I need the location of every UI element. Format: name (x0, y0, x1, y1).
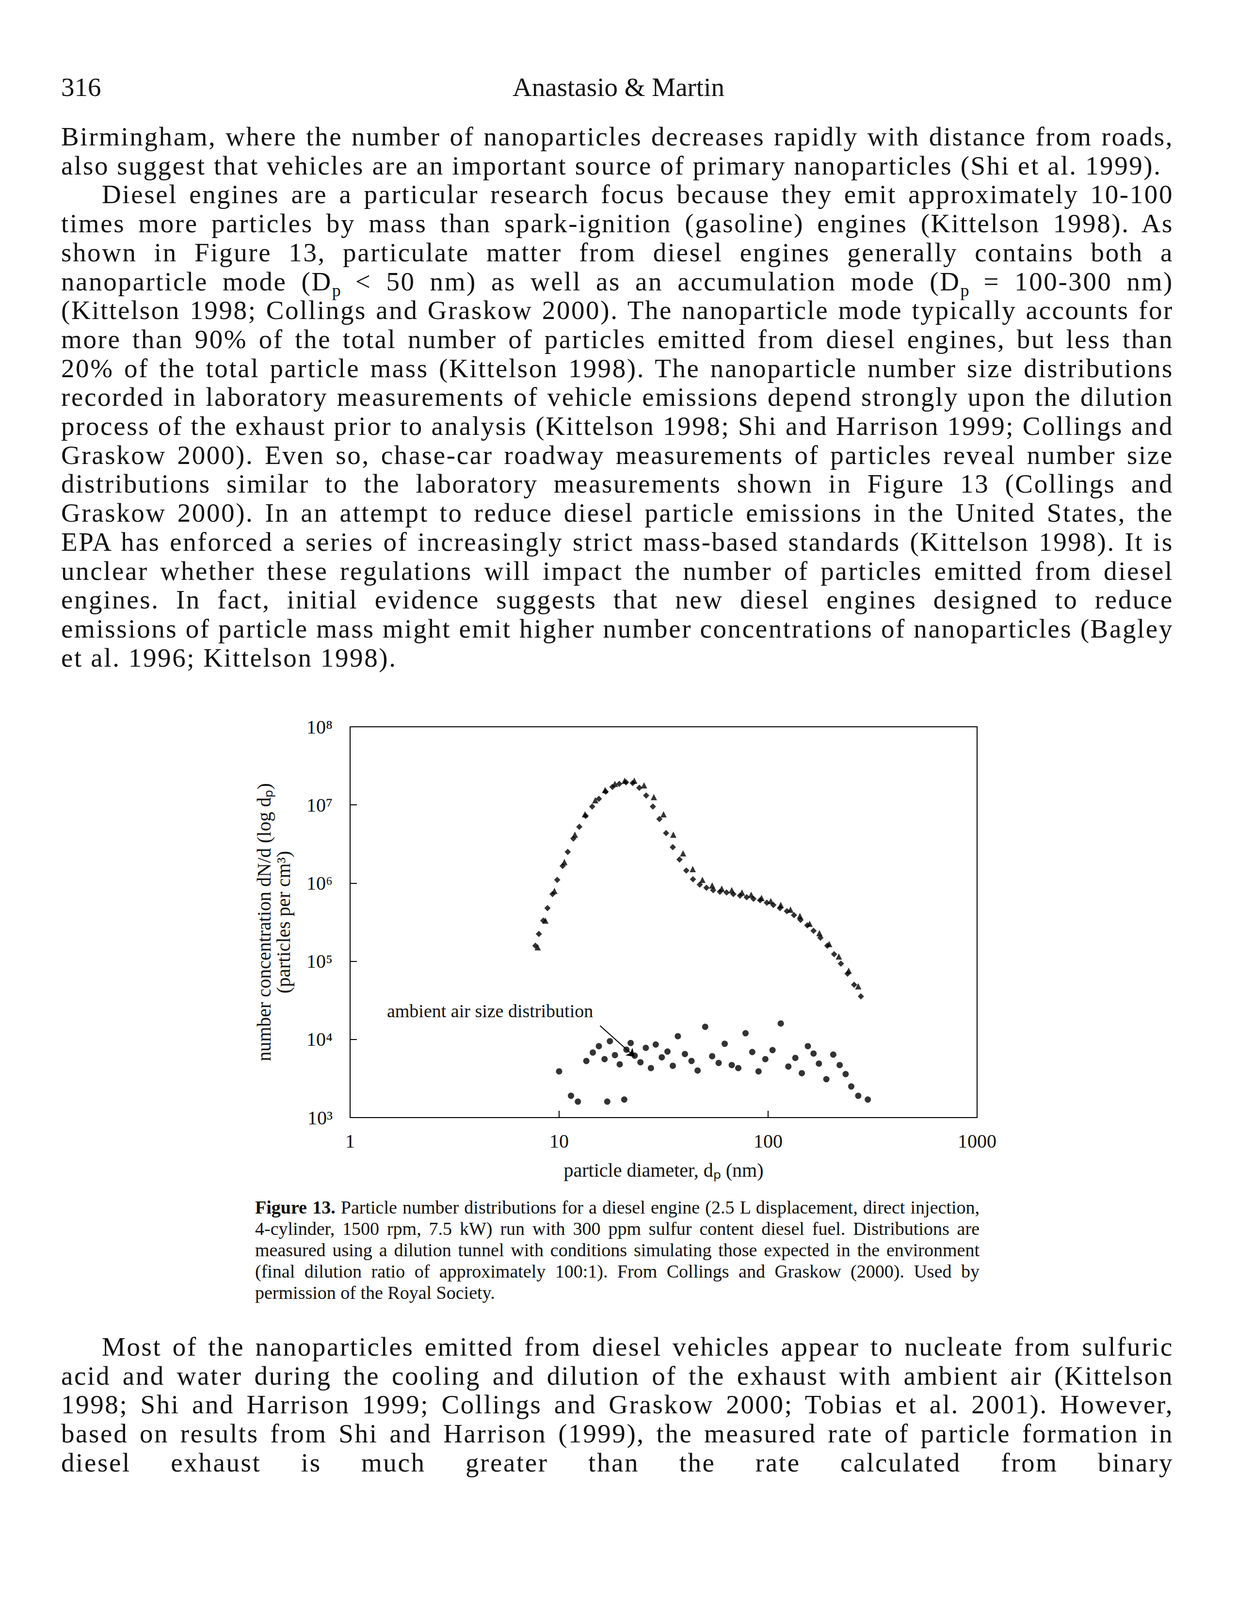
svg-text:10⁷: 10⁷ (306, 794, 333, 817)
svg-text:100: 100 (753, 1130, 783, 1153)
html-text:Most of the nanoparticles emit: Most of the nanoparticles emitted from d… (61, 1332, 1174, 1478)
svg-text:1: 1 (345, 1130, 355, 1153)
svg-text:10⁶: 10⁶ (306, 872, 333, 895)
html-text:316: 316 (61, 72, 102, 102)
html-text:Birmingham, where the number o: Birmingham, where the number of nanopart… (61, 121, 1174, 181)
svg-text:10³: 10³ (307, 1107, 333, 1129)
html-text:Anastasio & Martin: Anastasio & Martin (512, 72, 725, 102)
svg-text:(particles per cm³): (particles per cm³) (272, 851, 295, 994)
svg-text:number concentration dN/d (log: number concentration dN/d (log dₚ) (252, 783, 275, 1062)
svg-text:10⁵: 10⁵ (306, 950, 333, 973)
svg-text:particle diameter, dₚ (nm): particle diameter, dₚ (nm) (563, 1159, 764, 1182)
svg-text:10⁴: 10⁴ (306, 1028, 333, 1051)
html-text:Figure 13. Particle number dis: Figure 13. Particle number distributions… (255, 1197, 980, 1303)
svg-text:ambient air size distribution: ambient air size distribution (386, 1000, 594, 1022)
svg-text:10: 10 (549, 1130, 569, 1153)
svg-text:1000: 1000 (957, 1130, 997, 1153)
html-text:Diesel engines are a particula: Diesel engines are a particular research… (61, 179, 1174, 673)
svg-text:10⁸: 10⁸ (306, 716, 333, 739)
